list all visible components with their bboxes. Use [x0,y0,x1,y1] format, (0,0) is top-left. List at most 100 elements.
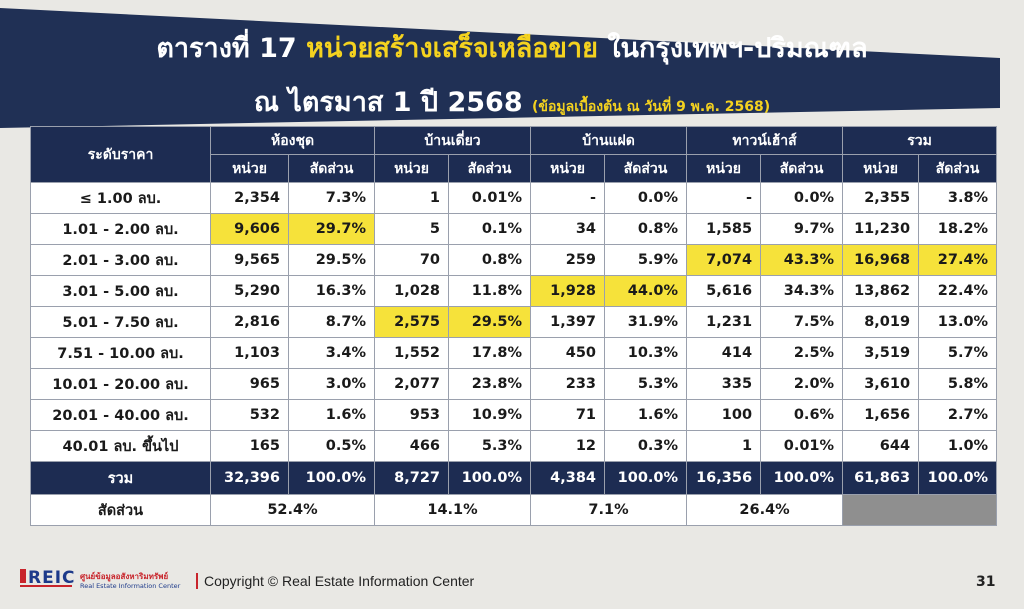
share-cell: 0.8% [448,244,532,276]
units-cell: 644 [842,430,920,462]
units-cell: 13,862 [842,275,920,307]
share-cell: 31.9% [604,306,688,338]
table-row: 2.01 - 3.00 ลบ. 9,565 29.5% 70 0.8% 259 5.9% 7,… [30,244,998,276]
total-units-cell: 32,396 [210,461,289,495]
share-cell: 3.8% [918,182,998,214]
share-subheader: สัดส่วน [760,154,844,183]
share-cell: 2.5% [760,337,844,369]
title-note: (ข้อมูลเบื้องต้น ณ วันที่ 9 พ.ค. 2568) [532,99,771,115]
units-cell: 2,077 [374,368,450,400]
title-highlight: หน่วยสร้างเสร็จเหลือขาย [306,33,598,64]
share-cell: 1.0% [918,430,998,462]
units-cell: 233 [530,368,606,400]
units-subheader: หน่วย [210,154,289,183]
units-cell: 1,656 [842,399,920,431]
share-cell: 13.0% [918,306,998,338]
price-level-header: ระดับราคา [30,126,211,183]
total-share-cell: 100.0% [918,461,998,495]
units-cell: 71 [530,399,606,431]
units-cell: 2,816 [210,306,289,338]
share-cell: 0.6% [760,399,844,431]
logo-english-name: Real Estate Information Center [80,582,181,590]
units-cell: 2,354 [210,182,289,214]
price-level-cell: 7.51 - 10.00 ลบ. [30,337,211,369]
units-cell: 2,575 [374,306,450,338]
group-share-cell: 7.1% [530,494,688,526]
share-cell: 7.5% [760,306,844,338]
units-cell: 3,610 [842,368,920,400]
group-share-cell: 14.1% [374,494,532,526]
share-cell: 5.9% [604,244,688,276]
units-cell: 1 [686,430,762,462]
units-subheader: หน่วย [530,154,606,183]
group-header-detached: บ้านเดี่ยว [374,126,532,155]
title-prefix: ตารางที่ 17 [156,33,297,64]
total-share-cell: 100.0% [760,461,844,495]
title-period: ณ ไตรมาส 1 ปี 2568 [253,87,523,118]
units-cell: 1,397 [530,306,606,338]
share-cell: 0.0% [760,182,844,214]
share-cell: 0.5% [287,430,376,462]
units-cell: 7,074 [686,244,762,276]
units-cell: 335 [686,368,762,400]
price-level-cell: 2.01 - 3.00 ลบ. [30,244,211,276]
share-cell: 2.0% [760,368,844,400]
units-cell: 965 [210,368,289,400]
units-cell: 1,928 [530,275,606,307]
share-cell: 10.9% [448,399,532,431]
share-cell: 5.7% [918,337,998,369]
share-cell: 5.8% [918,368,998,400]
page-subtitle: ณ ไตรมาส 1 ปี 2568 (ข้อมูลเบื้องต้น ณ วั… [0,80,1024,123]
price-level-cell: 5.01 - 7.50 ลบ. [30,306,211,338]
units-cell: 8,019 [842,306,920,338]
units-subheader: หน่วย [374,154,450,183]
total-units-cell: 16,356 [686,461,762,495]
share-cell: 0.0% [604,182,688,214]
total-share-cell: 100.0% [604,461,688,495]
units-cell: - [686,182,762,214]
unsold-units-table: ระดับราคา ห้องชุด บ้านเดี่ยว บ้านแฝด ทาว… [30,126,998,526]
units-cell: 100 [686,399,762,431]
units-cell: 16,968 [842,244,920,276]
share-label: สัดส่วน [30,494,211,526]
share-subheader: สัดส่วน [448,154,532,183]
share-cell: 16.3% [287,275,376,307]
share-cell: 7.3% [287,182,376,214]
units-cell: 9,606 [210,213,289,245]
share-cell: 29.5% [448,306,532,338]
units-cell: 3,519 [842,337,920,369]
share-cell: 27.4% [918,244,998,276]
share-cell: 43.3% [760,244,844,276]
share-cell: 0.1% [448,213,532,245]
share-subheader: สัดส่วน [918,154,998,183]
table-row: 10.01 - 20.00 ลบ. 965 3.0% 2,077 23.8% 233 5.3… [30,368,998,400]
share-cell: 2.7% [918,399,998,431]
units-cell: 414 [686,337,762,369]
group-header-townhouse: ทาวน์เฮ้าส์ [686,126,844,155]
units-cell: - [530,182,606,214]
share-cell: 0.01% [760,430,844,462]
units-cell: 165 [210,430,289,462]
title-suffix: ในกรุงเทพฯ-ปริมณฑล [607,33,868,64]
units-cell: 953 [374,399,450,431]
group-share-cell: 26.4% [686,494,844,526]
units-cell: 34 [530,213,606,245]
units-cell: 5 [374,213,450,245]
footer-separator [196,573,198,589]
share-cell: 1.6% [604,399,688,431]
total-units-cell: 61,863 [842,461,920,495]
units-cell: 1,231 [686,306,762,338]
group-header-condo: ห้องชุด [209,126,376,155]
price-level-cell: 3.01 - 5.00 ลบ. [30,275,211,307]
share-cell: 3.0% [287,368,376,400]
units-cell: 9,565 [210,244,289,276]
total-label: รวม [30,461,211,495]
share-cell: 0.3% [604,430,688,462]
units-subheader: หน่วย [842,154,920,183]
units-cell: 70 [374,244,450,276]
share-cell: 9.7% [760,213,844,245]
share-row: สัดส่วน 52.4% 14.1% 7.1% 26.4% [30,494,998,526]
share-cell: 22.4% [918,275,998,307]
units-cell: 2,355 [842,182,920,214]
share-cell: 1.6% [287,399,376,431]
